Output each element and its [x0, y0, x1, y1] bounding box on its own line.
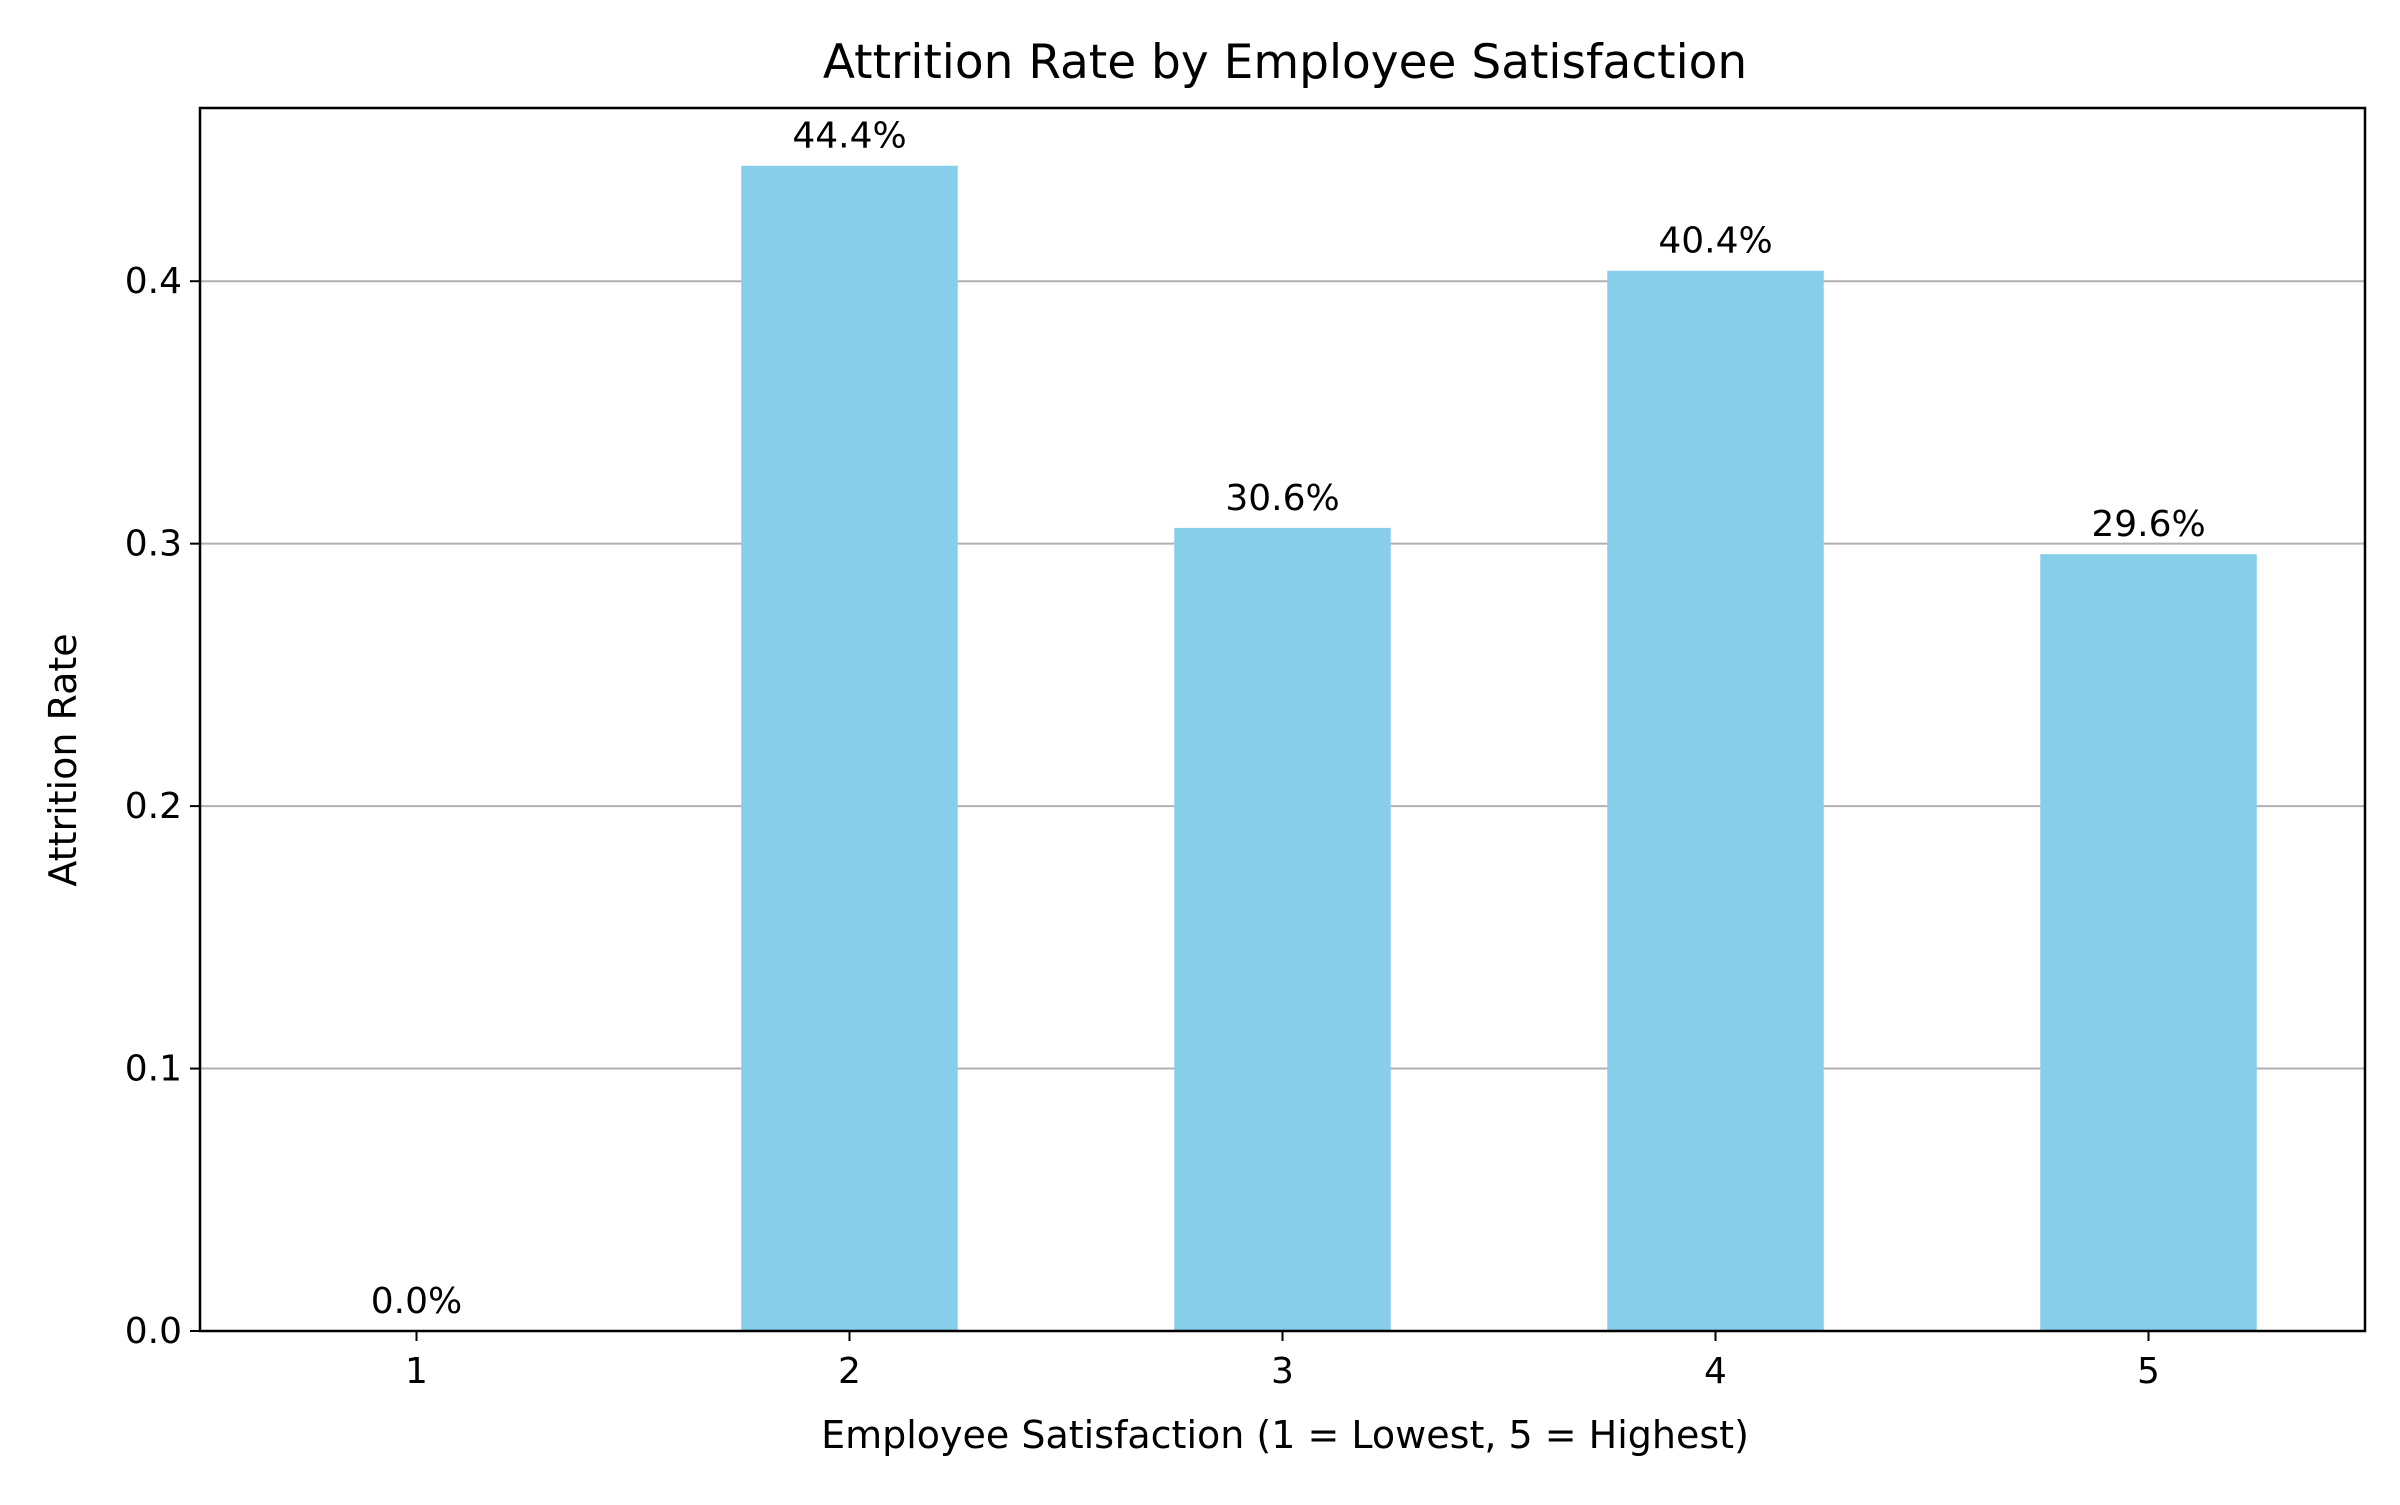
bars [741, 165, 2257, 1332]
y-tick-label: 0.0 [125, 1311, 182, 1352]
data-label: 44.4% [792, 116, 906, 157]
y-tick-label: 0.2 [125, 786, 182, 827]
data-label: 0.0% [371, 1281, 462, 1322]
bar [1607, 270, 1824, 1331]
x-tick-label: 5 [2137, 1351, 2160, 1392]
chart-title: Attrition Rate by Employee Satisfaction [823, 35, 1747, 90]
data-label: 29.6% [2091, 504, 2205, 545]
data-label: 40.4% [1658, 221, 1772, 262]
x-tick-label: 2 [838, 1351, 861, 1392]
y-tick-label: 0.3 [125, 524, 182, 565]
bar [1174, 527, 1391, 1331]
y-tick-label: 0.4 [125, 261, 182, 302]
x-tick-label: 1 [405, 1351, 428, 1392]
axis-ticks: 0.0 0.1 0.2 0.3 0.4 1 2 3 4 5 [125, 261, 2160, 1392]
y-axis-label: Attrition Rate [41, 633, 85, 886]
x-axis-label: Employee Satisfaction (1 = Lowest, 5 = H… [821, 1413, 1749, 1457]
x-tick-label: 3 [1271, 1351, 1294, 1392]
data-labels: 0.0% 44.4% 30.6% 40.4% 29.6% [371, 116, 2206, 1322]
data-label: 30.6% [1225, 478, 1339, 519]
bar [2040, 554, 2257, 1331]
bar [741, 165, 958, 1332]
x-tick-label: 4 [1704, 1351, 1727, 1392]
y-tick-label: 0.1 [125, 1049, 182, 1090]
